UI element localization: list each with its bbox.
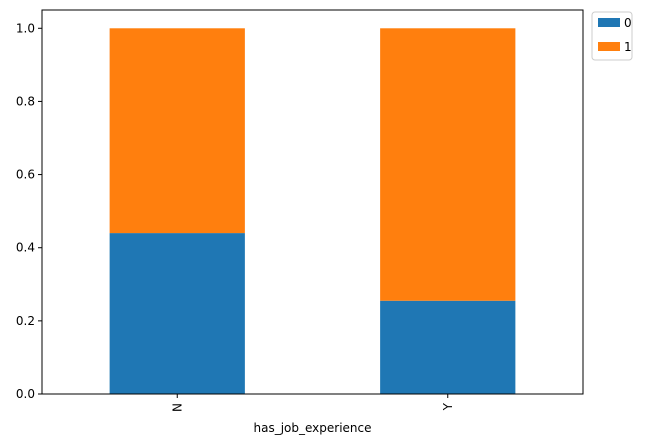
- legend-swatch-1: [598, 42, 620, 51]
- bar-Y-series-0: [380, 300, 516, 394]
- bar-Y-series-1: [380, 28, 516, 301]
- plot-frame: [41, 9, 584, 395]
- x-tick-label: Y: [441, 402, 455, 411]
- legend-label-1: 1: [624, 40, 632, 54]
- y-tick-label: 1.0: [16, 21, 35, 35]
- bar-N-series-0: [109, 233, 245, 394]
- y-tick-label: 0.2: [16, 314, 35, 328]
- legend-swatch-0: [598, 18, 620, 27]
- y-tick-label: 0.0: [16, 387, 35, 401]
- y-tick-label: 0.4: [16, 241, 35, 255]
- x-tick-label: N: [170, 403, 184, 412]
- bar-N-series-1: [109, 28, 245, 234]
- bars: [109, 28, 516, 394]
- legend-label-0: 0: [624, 16, 632, 30]
- y-tick-label: 0.6: [16, 168, 35, 182]
- legend: 0 1: [591, 11, 633, 61]
- y-axis-ticks: 0.0 0.2 0.4 0.6 0.8 1.0: [16, 21, 42, 401]
- y-tick-label: 0.8: [16, 94, 35, 108]
- x-axis-label: has_job_experience: [253, 421, 371, 435]
